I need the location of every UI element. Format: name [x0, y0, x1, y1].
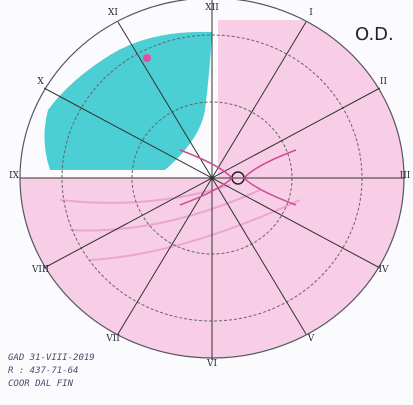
- clock-label: VI: [206, 359, 217, 369]
- spot: [143, 54, 151, 62]
- clock-label: II: [380, 77, 388, 87]
- cyan-area: [44, 31, 212, 170]
- clock-label: XI: [108, 8, 118, 18]
- note: GAD 31-VIII-2019: [8, 353, 95, 363]
- pink-strokes: [59, 184, 301, 261]
- note: R : 437-71-64: [8, 366, 78, 376]
- eye-label: O.D.: [355, 24, 394, 45]
- clock-label: VIII: [31, 265, 50, 275]
- note: COOR DAL FIN: [8, 379, 74, 389]
- clock-label: I: [309, 8, 313, 18]
- clock-label: IX: [9, 171, 20, 181]
- clock-label: III: [400, 171, 411, 181]
- ray: [43, 87, 381, 269]
- clock-label: X: [37, 77, 44, 87]
- clock-label: VII: [105, 334, 120, 344]
- clock-label: V: [307, 334, 315, 344]
- clock-label: XII: [205, 3, 219, 13]
- vessels: [179, 149, 297, 206]
- grid: [19, 0, 405, 360]
- clock-label: IV: [378, 265, 389, 275]
